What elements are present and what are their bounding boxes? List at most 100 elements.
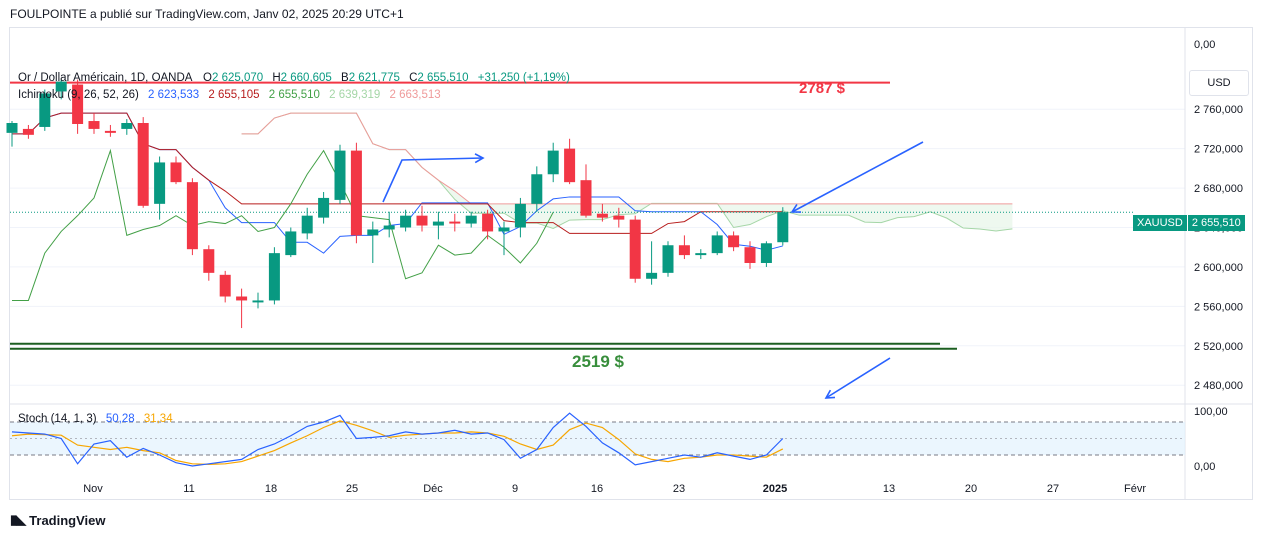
tenkan-value: 2 623,533: [148, 89, 200, 101]
candle-body: [482, 213, 494, 232]
stoch-tick-label: 100,00: [1194, 406, 1228, 418]
candle-body: [252, 300, 264, 303]
candle-body: [662, 245, 674, 273]
x-tick-label: 23: [673, 483, 685, 495]
x-tick-label: 18: [265, 483, 277, 495]
tradingview-footer[interactable]: ▮◣ TradingView: [10, 512, 106, 528]
symbol-title: Or / Dollar Américain, 1D, OANDA: [18, 72, 192, 84]
chikou-line: [12, 148, 554, 301]
candle-body: [203, 249, 215, 273]
candle-body: [498, 227, 510, 232]
high-value: 2 660,605: [280, 72, 332, 84]
down-arrow-2-head: [824, 389, 836, 399]
span-a-value: 2 639,319: [329, 89, 381, 101]
candle-body: [186, 182, 198, 250]
price-levels: [10, 81, 957, 350]
low-value: 2 621,775: [348, 72, 400, 84]
ichimoku-label: Ichimoku (9, 26, 52, 26): [18, 89, 139, 101]
candle-body: [383, 225, 395, 230]
candle-body: [121, 123, 133, 129]
time-axis[interactable]: Nov 11 18 25 Déc 9 16 23 2025 13 20 27 Févr: [83, 483, 1146, 495]
candle-body: [219, 274, 231, 297]
x-tick-label: 16: [591, 483, 603, 495]
y-tick-label: 2 560,000: [1194, 301, 1243, 313]
candle-body: [465, 215, 477, 224]
y-tick-label: 2 480,000: [1194, 380, 1243, 392]
symbol-legend: Or / Dollar Américain, 1D, OANDA O2 625,…: [18, 72, 570, 84]
cloud-fill: [241, 113, 1013, 231]
down-arrow-1-head: [790, 204, 802, 213]
candle-body: [334, 150, 346, 200]
y-tick-label: 2 520,000: [1194, 341, 1243, 353]
x-tick-label: 25: [346, 483, 358, 495]
candle-body: [55, 81, 67, 92]
stoch-legend[interactable]: Stoch (14, 1, 3) 50,28 31,34: [18, 413, 173, 425]
down-arrow-2: [825, 357, 891, 399]
candle-body: [88, 121, 100, 129]
x-tick-label: 20: [965, 483, 977, 495]
candle-body: [22, 128, 34, 135]
chikou-value: 2 655,510: [268, 89, 320, 101]
stoch-d-value: 31,34: [143, 413, 173, 425]
candle-body: [367, 229, 379, 236]
symbol-badge: XAUUSD: [1133, 215, 1187, 231]
candle-body: [596, 213, 608, 218]
candle-body: [629, 219, 641, 279]
candle-body: [416, 215, 428, 226]
candlesticks: [6, 79, 789, 329]
tradingview-logo-icon: ▮◣: [10, 512, 26, 527]
candle-body: [400, 215, 412, 228]
candle-body: [564, 148, 576, 183]
candle-body: [547, 150, 559, 175]
candle-body: [285, 231, 297, 256]
x-tick-label: Déc: [423, 483, 443, 495]
candle-body: [268, 253, 280, 301]
y-tick-label: 2 760,000: [1194, 104, 1243, 116]
candle-body: [646, 272, 658, 279]
open-value: 2 625,070: [211, 72, 264, 84]
candle-body: [580, 180, 592, 216]
price-badge: 2 655,510: [1186, 215, 1245, 231]
x-tick-label: Nov: [83, 483, 103, 495]
candle-body: [432, 221, 444, 226]
candle-body: [695, 253, 707, 256]
candle-body: [744, 247, 756, 263]
candle-body: [514, 203, 526, 228]
candle-body: [236, 296, 248, 301]
x-tick-label: Févr: [1124, 483, 1146, 495]
close-value: 2 655,510: [417, 72, 469, 84]
stoch-tick-label: 0,00: [1194, 461, 1215, 473]
candle-body: [711, 235, 723, 254]
span-b-value: 2 663,513: [389, 89, 441, 101]
x-tick-label: 27: [1047, 483, 1059, 495]
candle-body: [777, 212, 789, 243]
candle-body: [760, 243, 772, 263]
stoch-k-value: 50,28: [105, 413, 135, 425]
currency-button[interactable]: USD: [1189, 70, 1249, 96]
candle-body: [613, 215, 625, 220]
stoch-k-line: [11, 412, 784, 467]
last-price-badge: XAUUSD 2 655,510: [1133, 215, 1245, 231]
kijun-line: [12, 112, 783, 234]
y-tick-label: 2 680,000: [1194, 183, 1243, 195]
y-tick-label: 0,00: [1194, 39, 1215, 51]
kijun-value: 2 655,105: [208, 89, 260, 101]
down-arrow-1: [791, 141, 924, 213]
stoch-panel: 100,00 0,00: [10, 406, 1228, 473]
candle-body: [728, 235, 740, 248]
ichimoku-legend[interactable]: Ichimoku (9, 26, 52, 26) 2 623,533 2 655…: [18, 89, 441, 101]
path-arrow-head: [474, 153, 485, 164]
candle-body: [531, 174, 543, 204]
x-tick-label: 13: [883, 483, 895, 495]
candle-body: [678, 245, 690, 256]
y-tick-label: 2 600,000: [1194, 262, 1243, 274]
candle-body: [137, 123, 149, 206]
candle-body: [154, 162, 166, 204]
drawn-arrows: [382, 141, 924, 399]
candle-body: [449, 221, 461, 224]
footer-brand: TradingView: [29, 512, 106, 528]
candle-body: [72, 84, 84, 124]
candle-body: [6, 123, 18, 133]
